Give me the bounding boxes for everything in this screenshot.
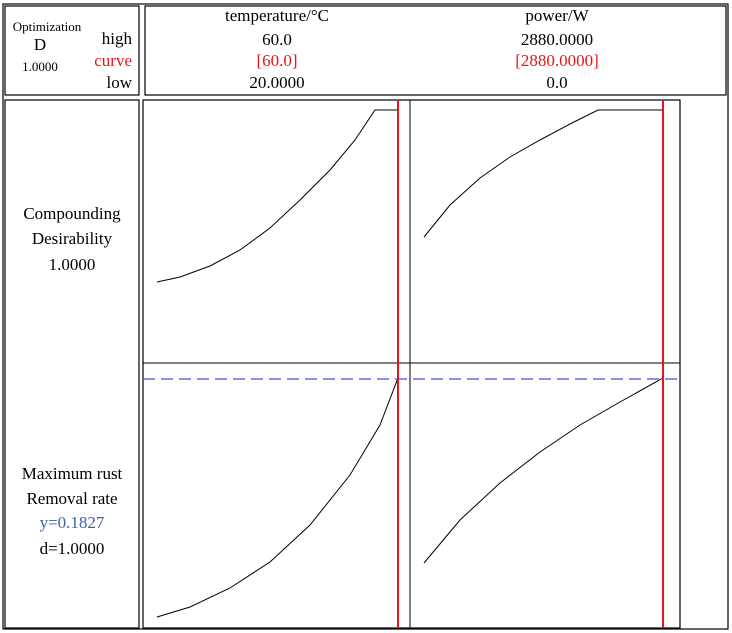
low-label: low [107, 73, 133, 92]
response-label: Desirability [32, 229, 113, 248]
response-y: y=0.1827 [40, 513, 105, 532]
response-curve [423, 109, 663, 238]
response-label-box [4, 99, 140, 629]
factor-current: [60.0] [256, 51, 297, 70]
response-d: d=1.0000 [40, 539, 105, 558]
header-left-box [4, 5, 140, 96]
response-curve [156, 377, 399, 618]
factor-low: 20.0000 [249, 73, 304, 92]
optimization-label: Optimization [13, 19, 82, 34]
response-curve [156, 109, 398, 283]
d-label: D [34, 35, 46, 54]
header-right-box [144, 5, 727, 96]
response-desirability: 1.0000 [49, 255, 96, 274]
high-label: high [102, 29, 133, 48]
response-label: Removal rate [26, 489, 117, 508]
outer-frame [2, 3, 729, 630]
factor-name: power/W [525, 6, 589, 25]
curve-label: curve [94, 51, 132, 70]
factor-name: temperature/°C [225, 6, 329, 25]
factor-high: 2880.0000 [521, 30, 593, 49]
response-curve [423, 377, 664, 564]
response-label: Compounding [23, 204, 121, 223]
response-label: Maximum rust [22, 464, 123, 483]
d-value: 1.0000 [22, 59, 58, 74]
factor-current: [2880.0000] [515, 51, 599, 70]
plot-area [142, 99, 681, 629]
factor-low: 0.0 [546, 73, 567, 92]
factor-high: 60.0 [262, 30, 292, 49]
